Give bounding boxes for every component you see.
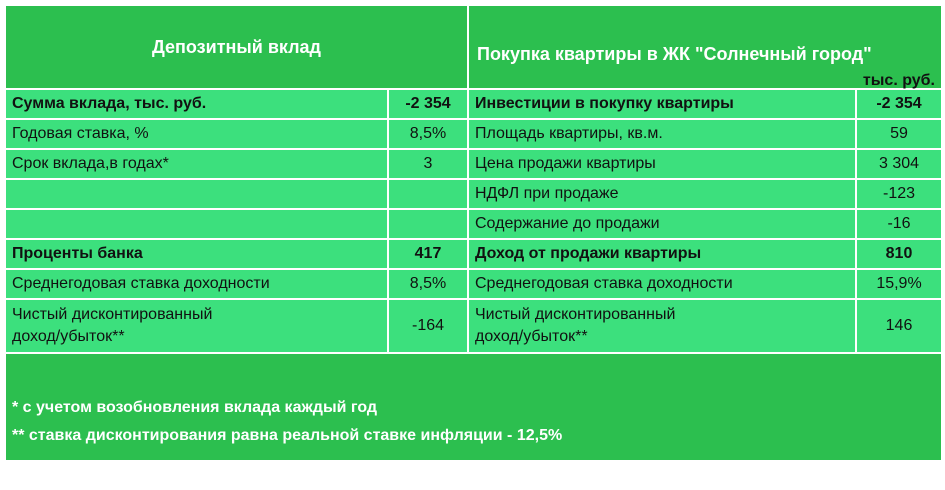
deposit-term-value: 3 [387, 148, 469, 180]
sale-price-label: Цена продажи квартиры [467, 148, 857, 180]
apartment-npv-label: Чистый дисконтированный доход/убыток** [467, 298, 857, 354]
empty-cell [387, 178, 469, 210]
sale-price-value: 3 304 [855, 148, 943, 180]
bank-interest-value: 417 [387, 238, 469, 270]
apartment-header: Покупка квартиры в ЖК "Солнечный город" … [467, 4, 943, 90]
table-row: Среднегодовая ставка доходности 8,5% Сре… [4, 268, 943, 300]
deposit-header: Депозитный вклад [4, 4, 469, 90]
apartment-investment-label: Инвестиции в покупку квартиры [467, 88, 857, 120]
unit-label: тыс. руб. [862, 72, 935, 89]
empty-cell [387, 208, 469, 240]
income-tax-value: -123 [855, 178, 943, 210]
deposit-npv-label-line2: доход/убыток** [12, 328, 125, 345]
deposit-amount-label: Сумма вклада, тыс. руб. [4, 88, 389, 120]
empty-cell [4, 208, 389, 240]
footnote-2: ** ставка дисконтирования равна реальной… [12, 427, 563, 444]
comparison-table: Депозитный вклад Покупка квартиры в ЖК "… [4, 4, 943, 462]
footnotes: * с учетом возобновления вклада каждый г… [4, 352, 943, 462]
deposit-npv-label-line1: Чистый дисконтированный [12, 306, 213, 323]
bank-interest-label: Проценты банка [4, 238, 389, 270]
table-row: Содержание до продажи -16 [4, 208, 943, 240]
notes-row: * с учетом возобновления вклада каждый г… [4, 352, 943, 462]
maintenance-label: Содержание до продажи [467, 208, 857, 240]
header-row: Депозитный вклад Покупка квартиры в ЖК "… [4, 4, 943, 90]
deposit-amount-value: -2 354 [387, 88, 469, 120]
apartment-header-title: Покупка квартиры в ЖК "Солнечный город" [477, 44, 872, 64]
apartment-npv-label-line1: Чистый дисконтированный [475, 306, 676, 323]
table-row: Годовая ставка, % 8,5% Площадь квартиры,… [4, 118, 943, 150]
deposit-avg-yield-label: Среднегодовая ставка доходности [4, 268, 389, 300]
deposit-term-label: Срок вклада,в годах* [4, 148, 389, 180]
apartment-area-value: 59 [855, 118, 943, 150]
table-row: НДФЛ при продаже -123 [4, 178, 943, 210]
empty-cell [4, 178, 389, 210]
apartment-investment-value: -2 354 [855, 88, 943, 120]
table-row: Проценты банка 417 Доход от продажи квар… [4, 238, 943, 270]
footnote-1: * с учетом возобновления вклада каждый г… [12, 399, 378, 416]
deposit-npv-value: -164 [387, 298, 469, 354]
sale-income-label: Доход от продажи квартиры [467, 238, 857, 270]
table-row: Чистый дисконтированный доход/убыток** -… [4, 298, 943, 354]
comparison-table-frame: Депозитный вклад Покупка квартиры в ЖК "… [4, 4, 943, 486]
sale-income-value: 810 [855, 238, 943, 270]
table-row: Сумма вклада, тыс. руб. -2 354 Инвестици… [4, 88, 943, 120]
annual-rate-label: Годовая ставка, % [4, 118, 389, 150]
deposit-npv-label: Чистый дисконтированный доход/убыток** [4, 298, 389, 354]
apartment-avg-yield-value: 15,9% [855, 268, 943, 300]
annual-rate-value: 8,5% [387, 118, 469, 150]
apartment-npv-label-line2: доход/убыток** [475, 328, 588, 345]
maintenance-value: -16 [855, 208, 943, 240]
table-row: Срок вклада,в годах* 3 Цена продажи квар… [4, 148, 943, 180]
apartment-avg-yield-label: Среднегодовая ставка доходности [467, 268, 857, 300]
apartment-npv-value: 146 [855, 298, 943, 354]
apartment-area-label: Площадь квартиры, кв.м. [467, 118, 857, 150]
deposit-avg-yield-value: 8,5% [387, 268, 469, 300]
income-tax-label: НДФЛ при продаже [467, 178, 857, 210]
